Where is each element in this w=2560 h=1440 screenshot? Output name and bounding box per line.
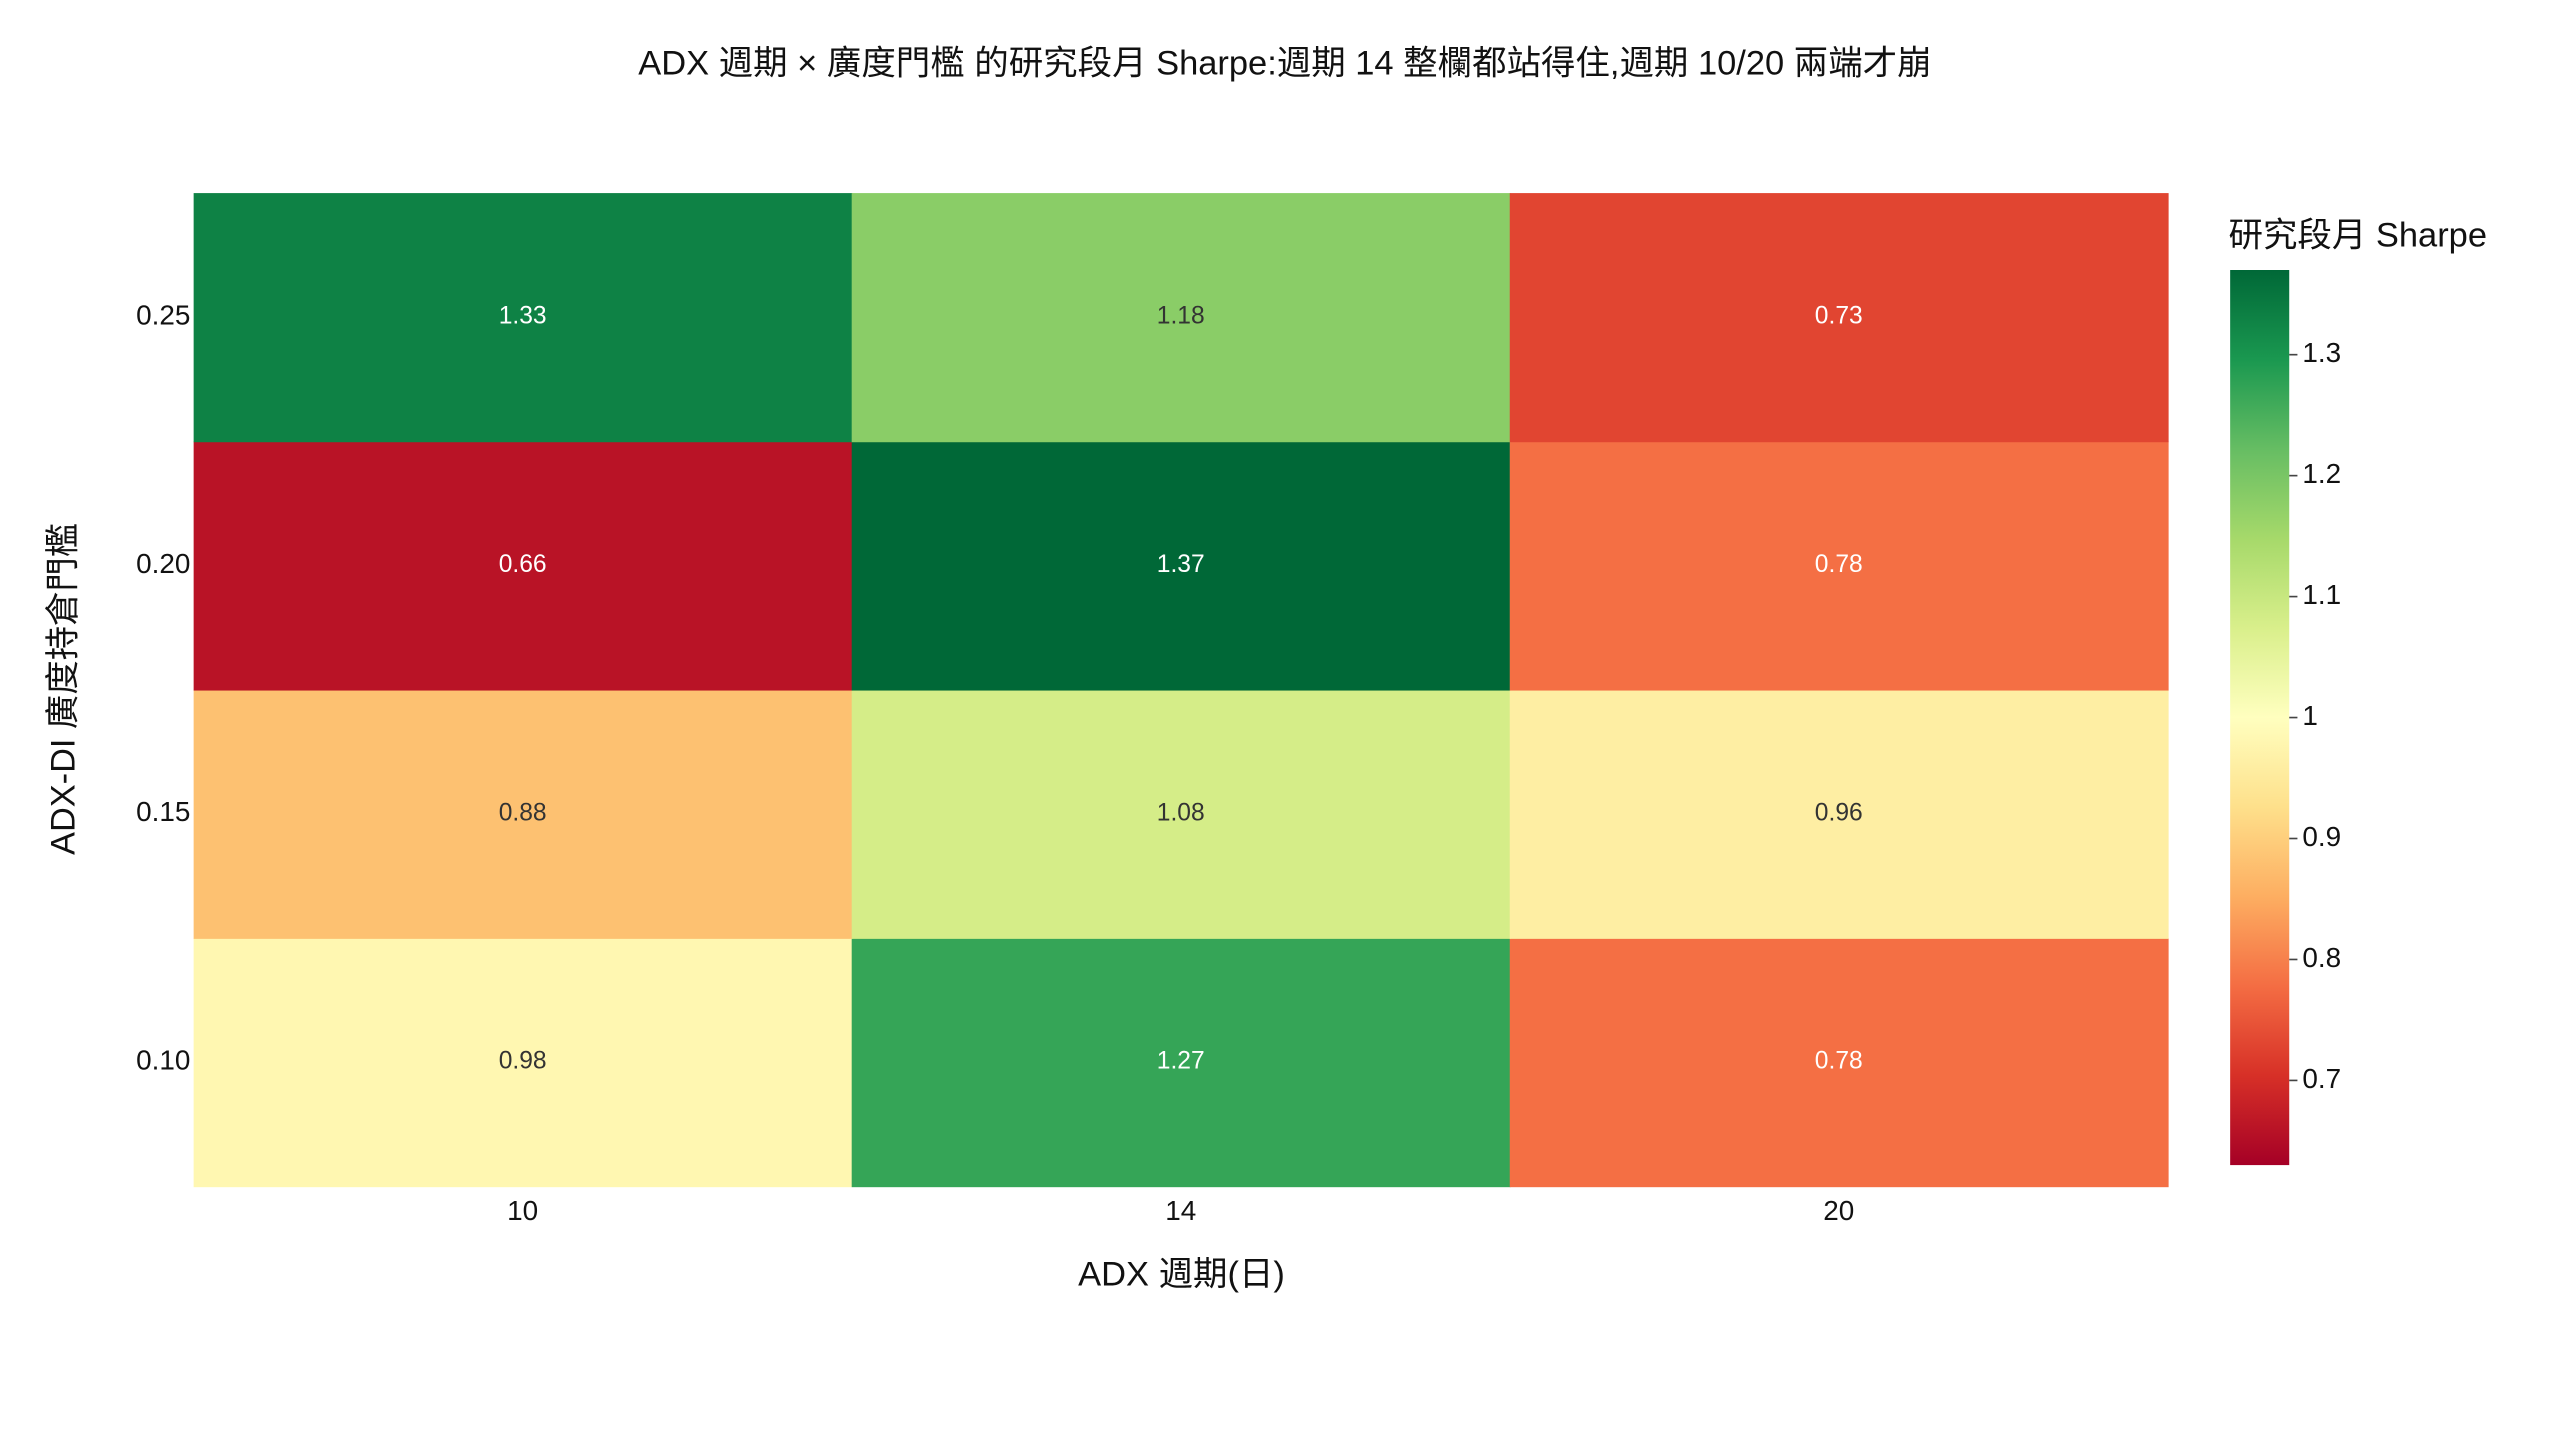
cell-label: 0.96	[1815, 799, 1863, 826]
colorbar-tick-label: 0.9	[2302, 821, 2341, 852]
cell-label: 0.98	[499, 1048, 547, 1075]
x-tick-label: 10	[507, 1195, 538, 1226]
colorbar-tick-label: 1.2	[2302, 458, 2341, 489]
chart-title: ADX 週期 × 廣度門檻 的研究段月 Sharpe:週期 14 整欄都站得住,…	[638, 45, 1931, 83]
cell-label: 1.27	[1157, 1048, 1205, 1075]
colorbar-tick-label: 1.3	[2302, 337, 2341, 368]
heatmap-cell	[193, 938, 853, 1188]
heatmap-cell	[851, 193, 1511, 443]
x-axis-title: ADX 週期(日)	[1078, 1255, 1285, 1293]
colorbar-tick-label: 0.8	[2302, 942, 2341, 973]
heatmap-cell	[193, 441, 853, 691]
heatmap-cell	[851, 441, 1511, 691]
heatmap-cell	[1509, 689, 2169, 939]
cell-label: 0.78	[1815, 1048, 1863, 1075]
colorbar-tick-label: 0.7	[2302, 1063, 2341, 1094]
cell-label: 1.08	[1157, 799, 1205, 826]
x-tick-label: 14	[1165, 1195, 1196, 1226]
colorbar-tick-label: 1.1	[2302, 579, 2341, 610]
y-tick-label: 0.10	[136, 1045, 190, 1076]
y-tick-label: 0.20	[136, 548, 190, 579]
y-axis-title: ADX-DI 廣度持倉門檻	[45, 523, 83, 855]
colorbar-title: 研究段月 Sharpe	[2229, 216, 2488, 254]
y-tick-label: 0.25	[136, 300, 190, 331]
heatmap-cell	[1509, 441, 2169, 691]
cell-label: 1.33	[499, 303, 547, 330]
heatmap-cell	[851, 689, 1511, 939]
heatmap-cell	[193, 193, 853, 443]
y-tick-label: 0.15	[136, 796, 190, 827]
cell-label: 0.78	[1815, 551, 1863, 578]
cell-label: 1.37	[1157, 551, 1205, 578]
colorbar	[2230, 270, 2290, 1166]
heatmap-cell	[1509, 938, 2169, 1188]
heatmap-cell	[193, 689, 853, 939]
colorbar-tick-label: 1	[2302, 700, 2318, 731]
cell-label: 0.66	[499, 551, 547, 578]
cell-label: 0.88	[499, 799, 547, 826]
cell-label: 0.73	[1815, 303, 1863, 330]
cell-label: 1.18	[1157, 303, 1205, 330]
heatmap-cell	[851, 938, 1511, 1188]
heatmap-cell	[1509, 193, 2169, 443]
x-tick-label: 20	[1823, 1195, 1854, 1226]
